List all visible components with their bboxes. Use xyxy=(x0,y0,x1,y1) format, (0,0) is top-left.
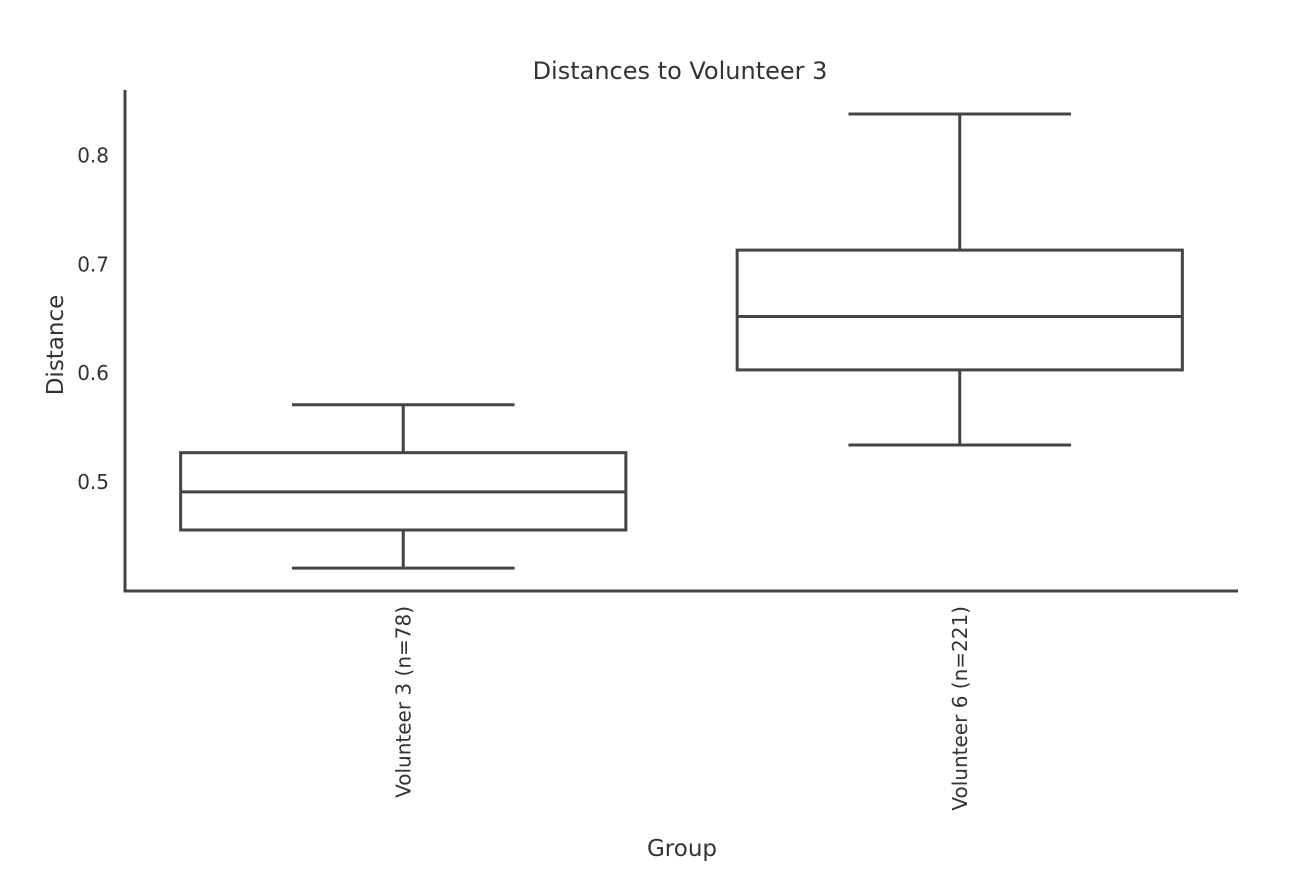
x-axis-label: Group xyxy=(647,836,717,862)
y-tick-label: 0.5 xyxy=(77,470,109,494)
y-tick-label: 0.6 xyxy=(77,361,109,385)
x-tick-label: Volunteer 6 (n=221) xyxy=(948,606,972,811)
y-axis-label: Distance xyxy=(43,295,69,396)
x-tick-label: Volunteer 3 (n=78) xyxy=(391,606,415,798)
chart-title: Distances to Volunteer 3 xyxy=(533,57,828,85)
x-tick-labels: Volunteer 3 (n=78) Volunteer 6 (n=221) xyxy=(391,606,972,811)
boxes xyxy=(179,112,1184,570)
y-tick-label: 0.7 xyxy=(77,252,109,276)
axes xyxy=(123,90,1238,593)
box-1 xyxy=(179,403,628,570)
iqr-box xyxy=(735,248,1184,372)
y-tick-label: 0.8 xyxy=(77,143,109,167)
y-ticks: 0.5 0.6 0.7 0.8 xyxy=(77,143,109,494)
box-2 xyxy=(735,112,1184,447)
